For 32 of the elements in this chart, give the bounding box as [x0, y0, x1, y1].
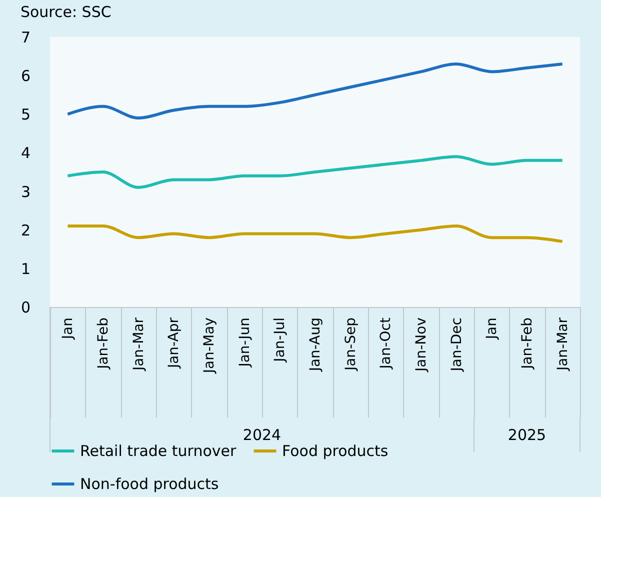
x-tick-label: Jan-Sep: [342, 317, 359, 372]
x-tick-label: Jan-May: [202, 318, 218, 374]
x-tick-label: Jan-Nov: [414, 318, 430, 372]
x-tick-label: Jan-Jun: [236, 318, 253, 368]
y-tick-label: 0: [20, 298, 30, 316]
y-tick-label: 6: [20, 67, 30, 86]
x-tick-label: Jan-Feb: [520, 317, 536, 370]
x-tick-label: Jan-Mar: [130, 317, 147, 372]
legend-label: Non-food products: [80, 475, 219, 493]
x-tick-label: Jan: [484, 318, 500, 340]
y-tick-label: 3: [20, 182, 30, 201]
x-tick-label: Jan: [60, 318, 76, 340]
y-tick-label: 4: [20, 144, 30, 162]
line-series: [66, 155, 564, 189]
x-tick-label: Jan-Feb: [96, 317, 112, 370]
y-tick-label: 7: [20, 28, 30, 46]
y-tick-label: 2: [20, 221, 30, 240]
x-tick-label: Jan-Apr: [166, 317, 182, 370]
x-tick-label: Jan-Aug: [308, 318, 324, 372]
x-tick-label: Jan-Oct: [378, 316, 394, 370]
line-series: [66, 224, 564, 243]
text: 2024: [242, 426, 282, 444]
legend-label: Retail trade turnover: [80, 442, 237, 460]
y-tick-label: 1: [20, 260, 30, 278]
line-series: [66, 62, 564, 120]
x-tick-label: Jan-Dec: [448, 318, 465, 372]
x-tick-label: Jan-Jul: [272, 318, 288, 363]
x-tick-label: Jan-Mar: [554, 317, 571, 372]
chart-title: Source: SSC: [20, 3, 112, 21]
y-tick-label: 5: [20, 106, 30, 124]
text: 2025: [508, 426, 546, 444]
legend-label: Food products: [282, 442, 388, 460]
